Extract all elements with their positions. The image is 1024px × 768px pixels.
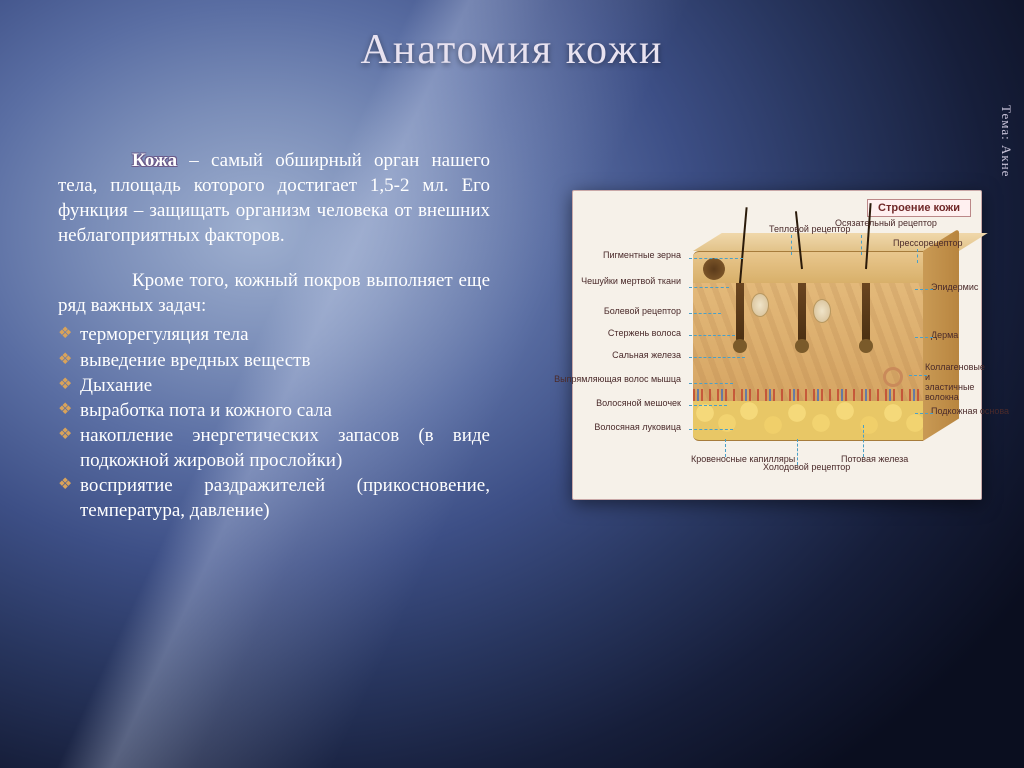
diagram-label: Прессорецептор xyxy=(893,239,963,249)
hair-bulb-icon xyxy=(795,339,809,353)
diagram-label: Стержень волоса xyxy=(608,329,681,339)
sweat-gland-icon xyxy=(883,367,903,387)
list-item: Дыхание xyxy=(58,373,490,398)
sebaceous-gland-icon xyxy=(751,293,769,317)
list-item: восприятие раздражителей (прикосновение,… xyxy=(58,473,490,523)
diagram-label: Холодовой рецептор xyxy=(763,463,850,473)
diagram-label: Осязательный рецептор xyxy=(835,219,937,229)
follicle-icon xyxy=(736,283,744,343)
diagram-label: Сальная железа xyxy=(612,351,681,361)
diagram-label: Чешуйки мертвой ткани xyxy=(581,277,681,287)
leader-line xyxy=(725,439,726,457)
leader-line xyxy=(689,313,721,314)
diagram-label: Эпидермис xyxy=(931,283,978,293)
leader-line xyxy=(689,335,735,336)
follicle-icon xyxy=(798,283,806,343)
hair-bulb-icon xyxy=(859,339,873,353)
diagram-label: Потовая железа xyxy=(841,455,908,465)
sebaceous-gland-icon xyxy=(813,299,831,323)
list-item: выведение вредных веществ xyxy=(58,348,490,373)
leader-line xyxy=(689,405,727,406)
paragraph-1: Кожа – самый обширный орган нашего тела,… xyxy=(58,148,490,248)
functions-list: терморегуляция тела выведение вредных ве… xyxy=(58,322,490,523)
hair-bulb-icon xyxy=(733,339,747,353)
skin-block xyxy=(693,251,923,441)
paragraph-1-rest: – самый обширный орган нашего тела, площ… xyxy=(58,150,490,246)
skin-diagram: Строение кожи Пигментные зерна Чешуйки м… xyxy=(572,190,982,500)
leader-line xyxy=(915,337,933,338)
leader-line xyxy=(797,439,798,465)
list-item: накопление энергетических запасов (в вид… xyxy=(58,423,490,473)
leader-line xyxy=(689,287,729,288)
leader-line xyxy=(917,249,918,263)
topic-side-label: Тема: Акне xyxy=(998,105,1014,177)
follicle-icon xyxy=(862,283,870,343)
list-item: выработка пота и кожного сала xyxy=(58,398,490,423)
leader-line xyxy=(689,357,745,358)
diagram-label: Болевой рецептор xyxy=(604,307,681,317)
diagram-label: Пигментные зерна xyxy=(603,251,681,261)
diagram-label: Волосяной мешочек xyxy=(596,399,681,409)
leader-line xyxy=(689,258,743,259)
leader-line xyxy=(689,429,733,430)
leader-line xyxy=(861,235,862,255)
slide-title: Анатомия кожи xyxy=(0,26,1024,74)
layer-hypodermis xyxy=(693,401,923,441)
diagram-label: Дерма xyxy=(931,331,958,341)
lead-word: Кожа xyxy=(132,150,177,171)
leader-line xyxy=(863,425,864,457)
diagram-label: Подкожная основа xyxy=(931,407,1009,417)
diagram-label: Волосяная луковица xyxy=(594,423,681,433)
layer-epidermis xyxy=(693,251,923,283)
diagram-title: Строение кожи xyxy=(867,199,971,217)
leader-line xyxy=(909,375,927,376)
leader-line xyxy=(689,383,733,384)
diagram-label: Коллагеновые и эластичные волокна xyxy=(925,363,979,403)
body-text: Кожа – самый обширный орган нашего тела,… xyxy=(58,148,490,523)
diagram-label: Выпрямляющая волос мышца xyxy=(554,375,681,385)
paragraph-2: Кроме того, кожный покров выполняет еще … xyxy=(58,268,490,318)
leader-line xyxy=(791,235,792,255)
leader-line xyxy=(915,289,933,290)
leader-line xyxy=(915,413,933,414)
list-item: терморегуляция тела xyxy=(58,322,490,347)
